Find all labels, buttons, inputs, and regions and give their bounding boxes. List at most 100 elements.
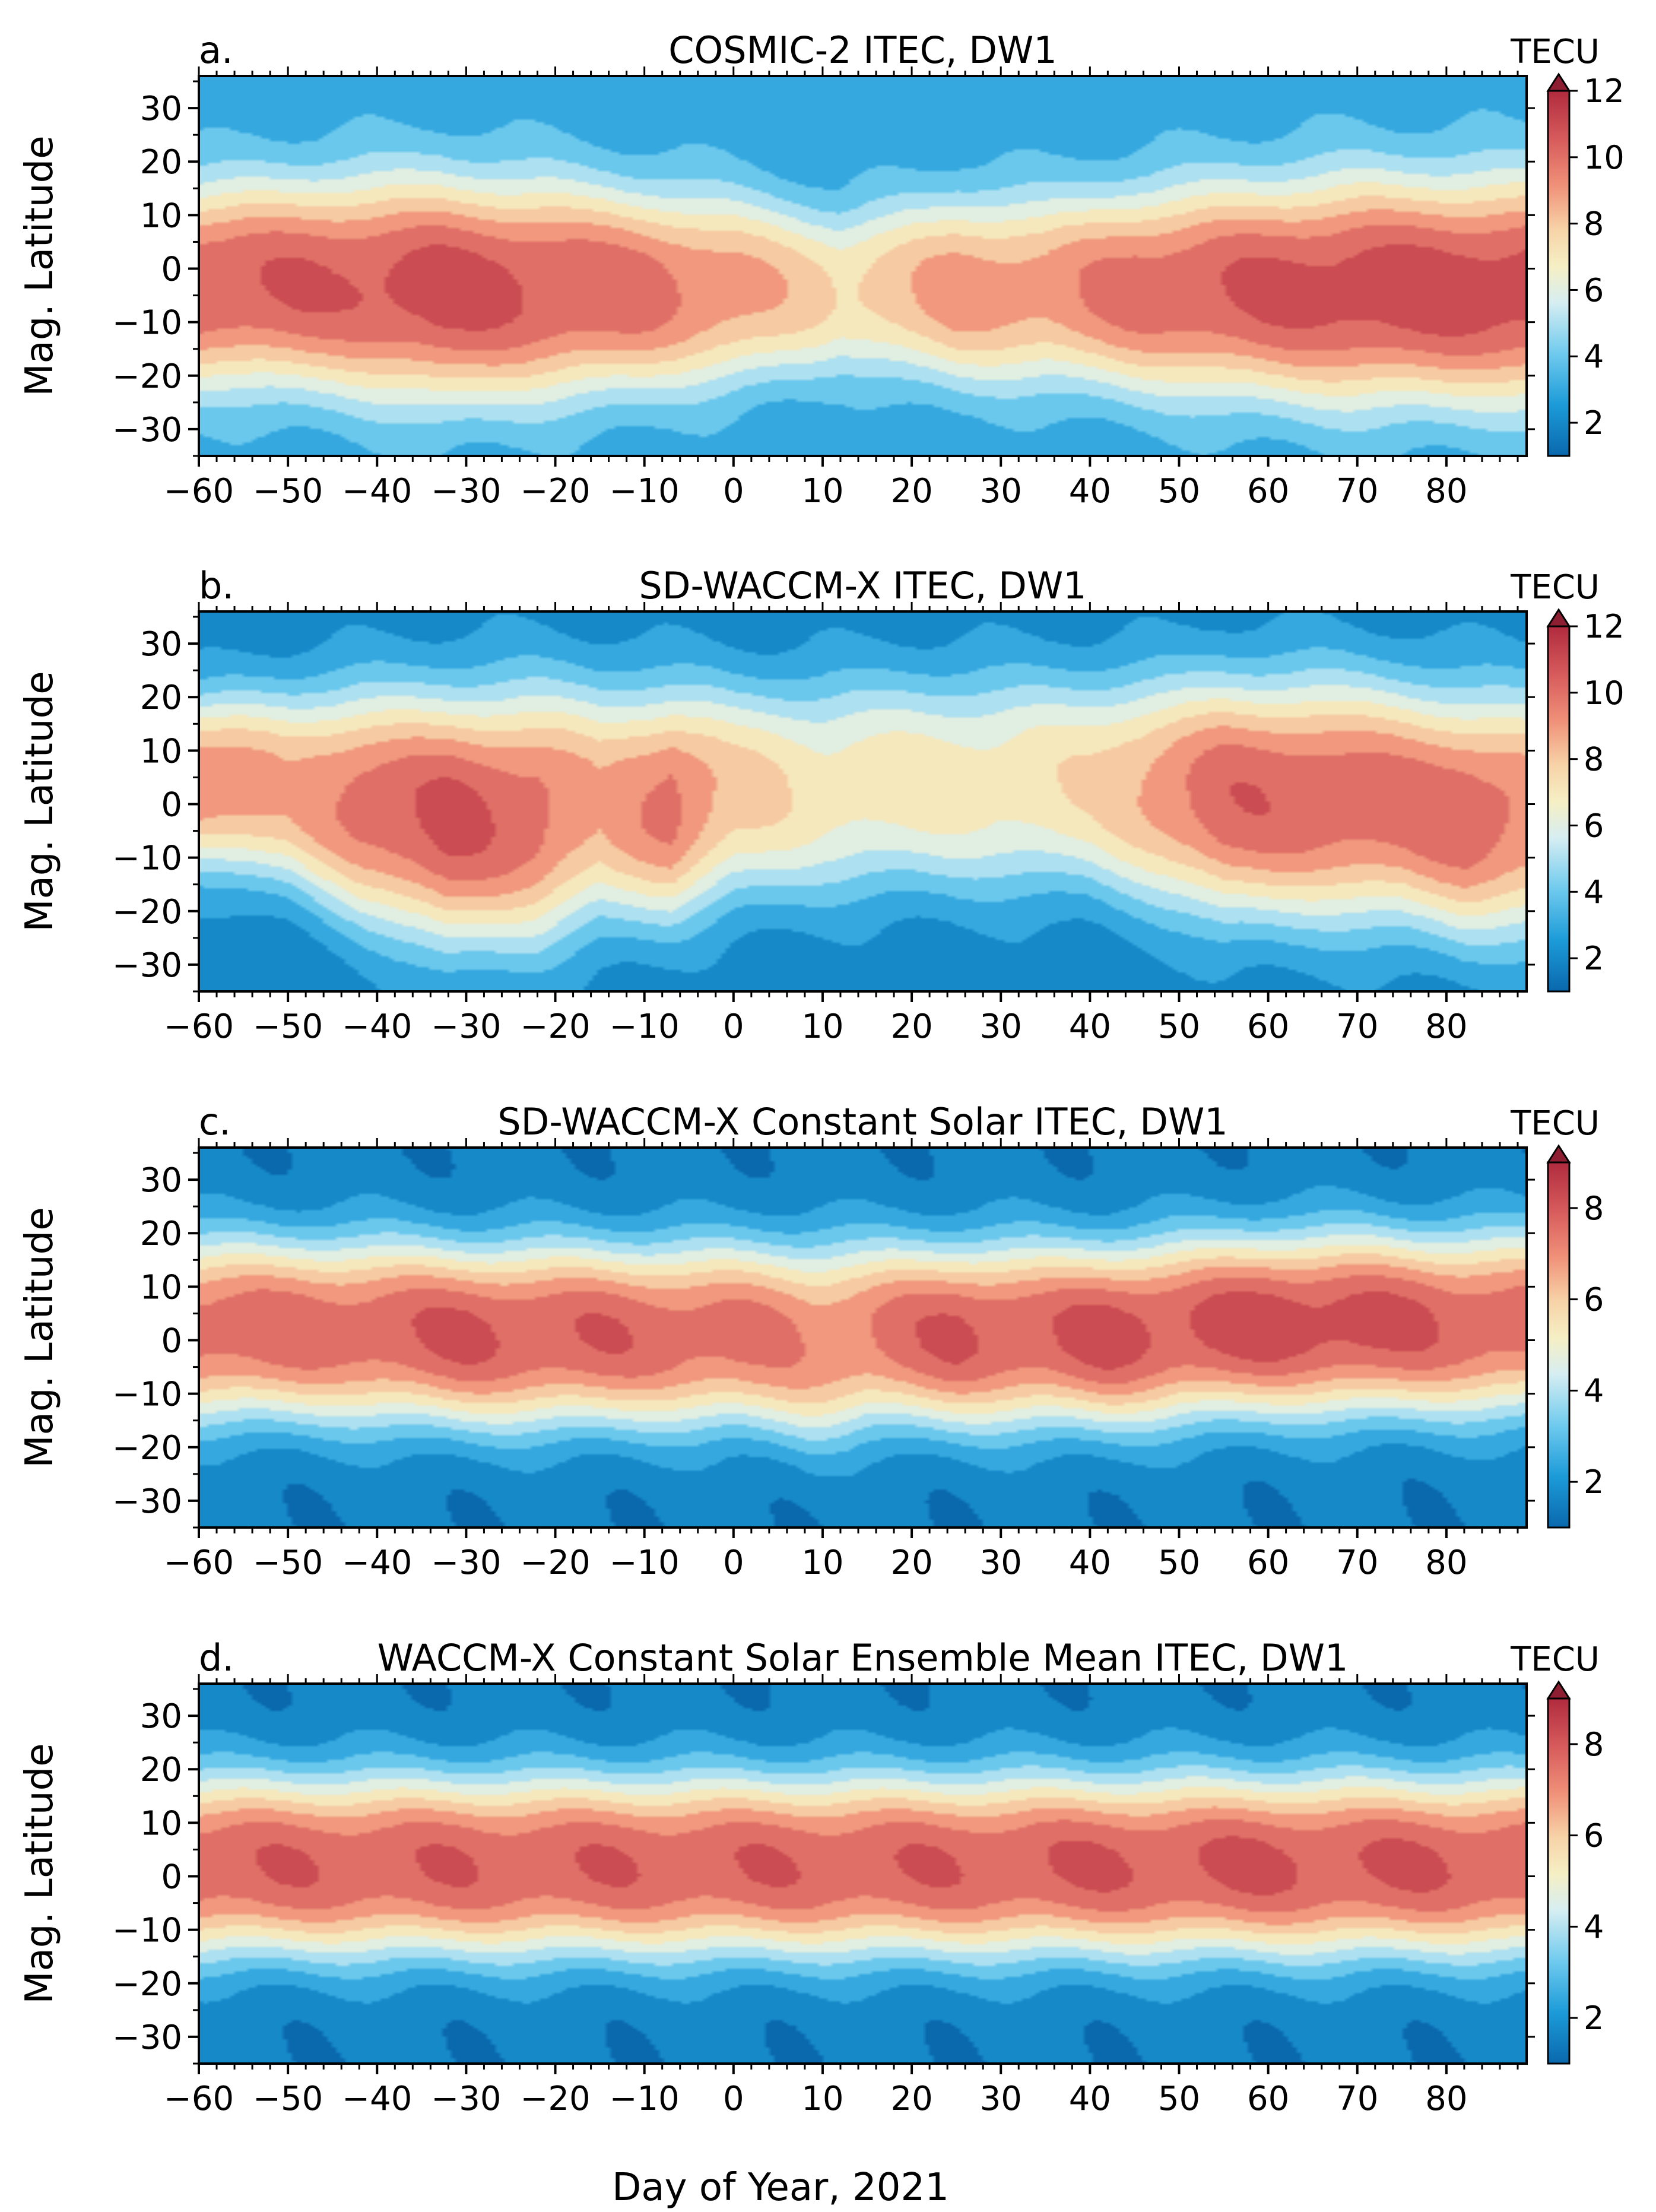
- panel-title: SD-WACCM-X Constant Solar ITEC, DW1: [497, 1100, 1227, 1143]
- panel-label: b.: [199, 564, 234, 607]
- x-tick-label: −40: [342, 1544, 412, 1582]
- panel-label: c.: [199, 1100, 231, 1143]
- x-tick-label: −50: [253, 1544, 323, 1582]
- x-axis-label: Day of Year, 2021: [612, 2166, 949, 2210]
- x-tick-label: 0: [723, 472, 744, 511]
- y-tick-label: −10: [112, 1376, 182, 1414]
- y-tick-label: −30: [112, 2018, 182, 2057]
- y-tick-label: 30: [140, 625, 182, 664]
- y-axis-label: Mag. Latitude: [18, 671, 62, 931]
- plot-frame: [198, 75, 1528, 457]
- colorbar-tick-label: 10: [1584, 139, 1625, 176]
- x-tick-label: −30: [431, 1007, 501, 1046]
- y-axis-label: Mag. Latitude: [18, 135, 62, 396]
- x-tick-label: 30: [980, 1544, 1022, 1582]
- x-tick-label: −60: [164, 472, 234, 511]
- x-tick-label: 70: [1336, 2080, 1378, 2118]
- panel-d: −30 −20 −10 0 10 20 30 −60 −50 −40 −30 −20 −10 0 10 20 3…: [18, 1636, 1604, 2118]
- colorbar-label: TECU: [1510, 1104, 1600, 1143]
- x-tick-label: 20: [890, 472, 932, 511]
- x-tick-label: 10: [801, 1007, 843, 1046]
- y-tick-label: 20: [140, 679, 182, 717]
- colorbar-tick-label: 4: [1584, 1908, 1604, 1945]
- colorbar-frame: [1547, 90, 1571, 457]
- x-tick-label: 20: [890, 1544, 932, 1582]
- y-tick-label: −20: [112, 1965, 182, 2004]
- x-tick-label: −50: [253, 1007, 323, 1046]
- y-tick-label: −10: [112, 839, 182, 878]
- y-tick-label: 10: [140, 1804, 182, 1843]
- colorbar-tick-label: 2: [1584, 1463, 1604, 1501]
- colorbar-tick-label: 2: [1584, 404, 1604, 442]
- colorbar-tick-label: 12: [1584, 72, 1625, 110]
- panel-label: d.: [199, 1636, 234, 1679]
- y-tick-label: −20: [112, 1429, 182, 1468]
- y-tick-label: −30: [112, 411, 182, 449]
- x-tick-label: 60: [1247, 1007, 1289, 1046]
- x-tick-label: −40: [342, 2080, 412, 2118]
- colorbar-label: TECU: [1510, 1640, 1600, 1679]
- colorbar-extend-arrow: [1546, 1680, 1571, 1700]
- heatmap-field: [199, 1684, 1527, 2064]
- panel-title: SD-WACCM-X ITEC, DW1: [639, 564, 1086, 607]
- heatmap-field: [199, 76, 1527, 456]
- x-tick-label: 10: [801, 2080, 843, 2118]
- x-tick-label: 60: [1247, 472, 1289, 511]
- x-tick-label: 40: [1069, 1544, 1111, 1582]
- y-tick-label: −10: [112, 1912, 182, 1950]
- x-tick-label: −50: [253, 2080, 323, 2118]
- x-tick-label: 40: [1069, 472, 1111, 511]
- x-tick-label: 70: [1336, 472, 1378, 511]
- colorbar-tick-label: 4: [1584, 338, 1604, 375]
- heatmap-field: [199, 611, 1527, 991]
- x-tick-label: −20: [520, 2080, 590, 2118]
- x-tick-label: 80: [1425, 1544, 1467, 1582]
- plot-frame: [198, 1682, 1528, 2065]
- panel-label: a.: [199, 28, 233, 72]
- colorbar-label: TECU: [1510, 33, 1600, 71]
- x-tick-label: 0: [723, 1007, 744, 1046]
- x-tick-label: 0: [723, 2080, 744, 2118]
- x-tick-label: −30: [431, 1544, 501, 1582]
- colorbar-extend-arrow: [1546, 608, 1571, 628]
- y-tick-label: 10: [140, 197, 182, 235]
- panel-c: −30 −20 −10 0 10 20 30 −60 −50 −40 −30 −20 −10 0 10 20 3…: [18, 1100, 1604, 1582]
- y-tick-label: 20: [140, 1751, 182, 1789]
- x-tick-label: 30: [980, 472, 1022, 511]
- colorbar: 2 4 6 8 TECU: [1510, 1640, 1604, 2065]
- x-tick-label: 40: [1069, 2080, 1111, 2118]
- colorbar-extend-arrow: [1546, 72, 1571, 92]
- x-tick-label: −20: [520, 1007, 590, 1046]
- colorbar-gradient: [1548, 1162, 1569, 1528]
- x-tick-label: −60: [164, 2080, 234, 2118]
- y-tick-label: 20: [140, 143, 182, 182]
- x-tick-label: −50: [253, 472, 323, 511]
- y-tick-label: 30: [140, 1697, 182, 1736]
- colorbar-tick-label: 6: [1584, 1281, 1604, 1319]
- x-tick-label: 10: [801, 472, 843, 511]
- panel-title: COSMIC-2 ITEC, DW1: [668, 28, 1057, 72]
- x-tick-label: 80: [1425, 2080, 1467, 2118]
- x-tick-label: −10: [610, 2080, 680, 2118]
- y-tick-label: −10: [112, 304, 182, 343]
- x-tick-label: −20: [520, 472, 590, 511]
- colorbar-tick-label: 2: [1584, 940, 1604, 977]
- colorbar-tick-label: 8: [1584, 1190, 1604, 1227]
- colorbar-tick-label: 8: [1584, 205, 1604, 243]
- y-tick-label: 0: [161, 1322, 182, 1361]
- colorbar-tick-label: 6: [1584, 1817, 1604, 1855]
- x-tick-label: 10: [801, 1544, 843, 1582]
- colorbar-label: TECU: [1510, 568, 1600, 607]
- y-tick-label: 0: [161, 786, 182, 825]
- colorbar-tick-label: 8: [1584, 1726, 1604, 1763]
- colorbar-frame: [1547, 625, 1571, 993]
- x-tick-label: 60: [1247, 1544, 1289, 1582]
- y-tick-label: 0: [161, 1858, 182, 1897]
- colorbar-frame: [1547, 1161, 1571, 1529]
- colorbar-gradient: [1548, 1698, 1569, 2064]
- x-tick-label: −30: [431, 2080, 501, 2118]
- colorbar-tick-label: 4: [1584, 1372, 1604, 1409]
- x-tick-label: −40: [342, 472, 412, 511]
- plot-frame: [198, 610, 1528, 993]
